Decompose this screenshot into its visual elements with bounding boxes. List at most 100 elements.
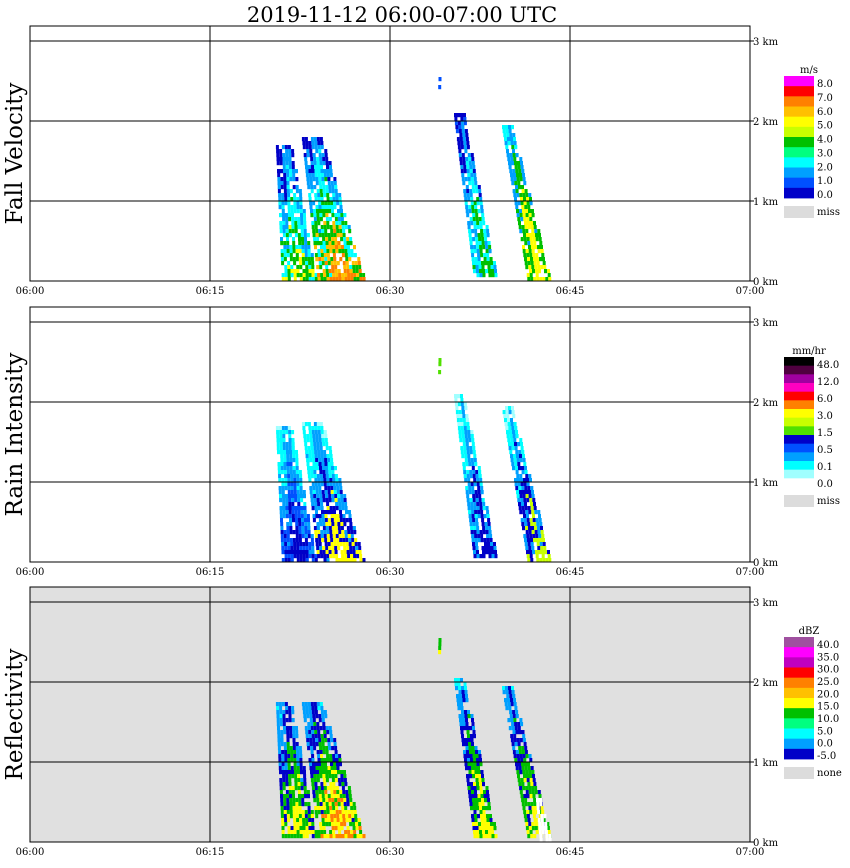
panel-1-echo-0-cell <box>286 450 289 455</box>
panel-2-echo-0-cell <box>292 734 296 739</box>
panel-2-echo-1-cell <box>350 830 354 835</box>
panel-1-echo-2-cell <box>470 526 474 531</box>
panel-0-echo-1-cell <box>355 269 359 274</box>
panel-1-echo-2-cell <box>458 434 462 439</box>
panel-2-echo-0-cell <box>279 770 282 775</box>
panel-1-echo-1-cell <box>306 462 310 467</box>
panel-1-echo-3-cell <box>542 538 545 543</box>
panel-2-echo-2-cell <box>471 742 474 747</box>
panel-2-echo-2-cell <box>474 770 478 775</box>
panel-1-legend-label: 0.5 <box>817 445 833 456</box>
panel-0-echo-2-cell <box>473 177 477 182</box>
panel-1-echo-1-cell <box>313 474 317 479</box>
panel-2-echo-0-cell <box>277 746 281 751</box>
panel-0-echo-1-cell <box>323 169 327 174</box>
panel-1-echo-3-cell <box>525 546 529 551</box>
panel-0-echo-1-cell <box>312 233 316 238</box>
panel-2-echo-3-cell <box>531 806 535 811</box>
panel-1-echo-0-cell <box>290 474 294 479</box>
panel-2-echo-1-cell <box>311 758 315 763</box>
panel-1-echo-0-cell <box>281 478 285 483</box>
panel-2-echo-1-cell <box>340 778 344 783</box>
panel-2-echo-3-cell <box>510 738 514 743</box>
panel-2-echo-1-cell <box>331 802 335 807</box>
panel-0-echo-1-cell <box>314 165 317 170</box>
panel-1-echo-1-cell <box>353 554 357 559</box>
panel-2-echo-1-cell <box>320 710 324 715</box>
panel-1-echo-1-cell <box>314 454 318 459</box>
panel-0-echo-1-cell <box>334 189 338 194</box>
panel-0-echo-0-cell <box>283 185 287 190</box>
panel-1-echo-2-cell <box>471 510 475 515</box>
panel-2-echo-5-cell <box>540 818 544 823</box>
panel-0-echo-1-cell <box>324 149 328 154</box>
panel-2-echo-0-cell <box>285 790 289 795</box>
panel-0-legend-swatch <box>784 147 814 158</box>
panel-0-echo-0-cell <box>283 173 287 178</box>
panel-0-echo-3-cell <box>528 245 531 250</box>
panel-1-echo-1-cell <box>325 494 329 499</box>
panel-0-echo-3-cell <box>519 173 522 178</box>
panel-2-echo-0-cell <box>287 818 291 823</box>
panel-0-echo-0-cell <box>281 201 285 206</box>
panel-0-echo-1-cell <box>350 273 354 278</box>
panel-2-echo-1-cell <box>351 818 355 823</box>
panel-1-echo-1-cell <box>350 534 354 539</box>
panel-2-echo-2-cell <box>481 822 484 827</box>
panel-2-echo-0-cell <box>277 738 281 743</box>
panel-1-echo-1-cell <box>328 446 332 451</box>
panel-2-echo-0-cell <box>293 762 297 767</box>
panel-1-echo-1-cell <box>358 546 362 551</box>
panel-0-echo-0-cell <box>282 157 286 162</box>
panel-1-echo-0-cell <box>282 510 286 515</box>
panel-1-echo-0-cell <box>289 462 293 467</box>
panel-1-echo-1-cell <box>330 458 334 463</box>
panel-1-echo-2-cell <box>458 410 462 415</box>
panel-2-echo-1-cell <box>308 706 312 711</box>
panel-1-echo-0-cell <box>303 506 307 511</box>
panel-2-echo-5-cell <box>539 838 543 843</box>
panel-1-echo-1-cell <box>345 542 349 547</box>
panel-0-echo-0-cell <box>302 261 306 266</box>
panel-2-echo-1-cell <box>329 834 333 839</box>
panel-2-echo-1-cell <box>311 734 315 739</box>
panel-2-echo-1-cell <box>335 786 339 791</box>
panel-0-legend-label: 4.0 <box>817 135 833 146</box>
panel-1-echo-3-cell <box>538 514 541 519</box>
panel-2-echo-1-cell <box>323 730 327 735</box>
panel-0-echo-0-cell <box>300 221 304 226</box>
panel-2-echo-3-cell <box>527 818 531 823</box>
panel-0-echo-2-cell <box>477 233 481 238</box>
panel-1-echo-0-cell <box>279 498 283 503</box>
panel-1-echo-1-cell <box>320 478 324 483</box>
panel-0-legend-swatch <box>784 177 814 189</box>
panel-0-echo-2-cell <box>464 201 468 206</box>
panel-1-echo-1-cell <box>322 550 326 555</box>
panel-1-echo-2-cell <box>482 554 486 559</box>
panel-2-echo-3-cell <box>530 782 534 787</box>
panel-1-echo-0-cell <box>292 530 296 535</box>
panel-1-echo-2-cell <box>490 542 493 547</box>
panel-1-echo-2-cell <box>462 438 466 443</box>
panel-1-echo-3-cell <box>504 422 508 427</box>
panel-2-echo-2-cell <box>466 726 469 731</box>
panel-0-echo-2-cell <box>480 253 484 258</box>
panel-0-echo-1-cell <box>308 173 312 178</box>
panel-1-echo-3-cell <box>538 550 541 555</box>
panel-1-echo-0-cell <box>297 510 301 515</box>
panel-2-echo-3-cell <box>522 806 526 811</box>
panel-2-echo-1-cell <box>323 782 327 787</box>
panel-2-echo-3-cell <box>508 706 512 711</box>
panel-0-echo-2-cell <box>490 261 493 266</box>
panel-1-echo-2-cell <box>487 522 491 527</box>
panel-1-echo-3-cell <box>523 534 527 539</box>
panel-2-echo-0-cell <box>279 782 283 787</box>
panel-0-echo-3-cell <box>525 229 529 234</box>
panel-0-echo-2-cell <box>463 113 466 118</box>
panel-0-echo-1-cell <box>332 245 335 250</box>
panel-0-legend-label: 8.0 <box>817 79 833 90</box>
panel-0-echo-2-cell <box>461 173 465 178</box>
panel-1-echo-1-cell <box>321 538 325 543</box>
panel-1-echo-1-cell <box>308 450 312 455</box>
panel-2-echo-2-cell <box>479 762 483 767</box>
